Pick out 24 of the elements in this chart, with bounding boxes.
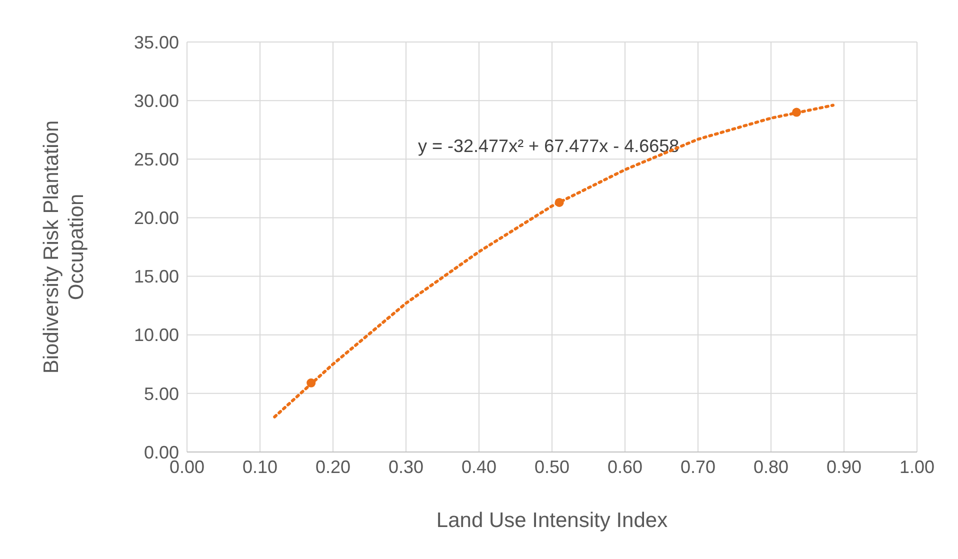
y-axis-title: Biodiversity Risk Plantation Occupation: [40, 120, 88, 374]
point: [554, 198, 564, 207]
x-tick-label: 0.60: [607, 456, 643, 477]
point: [306, 378, 316, 388]
annotation: y = -32.477x² + 67.477x - 4.6658: [418, 136, 680, 156]
x-tick-label: 0.10: [242, 456, 278, 477]
y-tick-label: 15.00: [134, 266, 179, 287]
y-tick-label: 35.00: [134, 32, 179, 52]
x-tick-label: 0.20: [315, 456, 351, 477]
y-tick-label: 25.00: [134, 150, 179, 170]
x-tick-label: 0.50: [534, 456, 570, 477]
x-tick-label: 0.80: [753, 456, 789, 477]
y-tick-label: 5.00: [144, 384, 179, 404]
x-tick-label: 1.00: [899, 456, 935, 477]
x-axis-title: Land Use Intensity Index: [436, 509, 668, 532]
y-tick-label: 30.00: [134, 90, 179, 111]
line-series: [273, 104, 835, 418]
x-tick-label: 0.30: [388, 456, 424, 477]
x-tick-label: 0.40: [461, 456, 497, 477]
x-tick-label: 0.70: [680, 456, 716, 477]
y-tick-label: 20.00: [134, 208, 179, 228]
point: [792, 108, 802, 117]
y-tick-label: 10.00: [134, 325, 179, 346]
x-tick-label: 0.90: [826, 456, 862, 477]
